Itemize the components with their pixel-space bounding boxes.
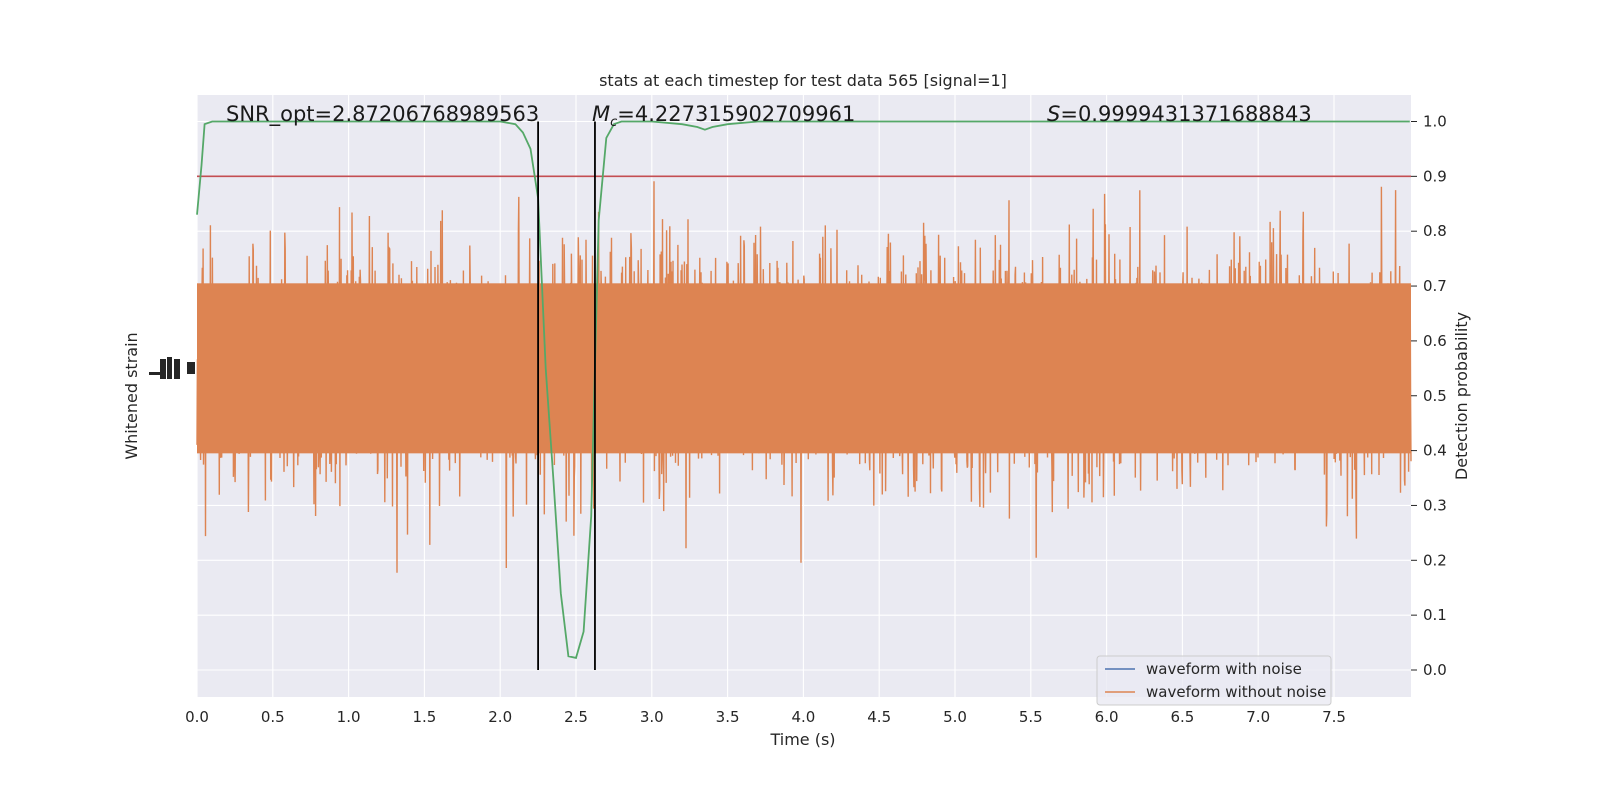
right-tick-label-3: 0.3	[1423, 496, 1447, 514]
x-tick-label-7: 3.5	[716, 708, 740, 726]
x-tick-label-8: 4.0	[791, 708, 815, 726]
x-tick-label-5: 2.5	[564, 708, 588, 726]
x-axis-ticks: 0.0 0.5 1.0 1.5 2.0 2.5 3.0 3.5 4.0 4.5 5.0 5.5 6.0 6…	[185, 708, 1346, 726]
snr-annotation: SNR_opt=2.87206768989563	[226, 102, 539, 127]
right-tick-label-10: 1.0	[1423, 113, 1447, 131]
right-tick-label-1: 0.1	[1423, 606, 1447, 624]
chirp-mass-symbol: M	[592, 102, 610, 126]
s-annotation: S=0.9999431371688843	[1047, 102, 1312, 126]
x-tick-label-9: 4.5	[867, 708, 891, 726]
right-tick-label-8: 0.8	[1423, 222, 1447, 240]
legend: waveform with noise waveform without noi…	[1096, 655, 1332, 706]
left-axis-ticks	[149, 357, 195, 379]
right-tick-label-7: 0.7	[1423, 277, 1447, 295]
chart-title: stats at each timestep for test data 565…	[599, 71, 1007, 90]
x-axis-label: Time (s)	[769, 730, 835, 749]
right-tick-label-4: 0.4	[1423, 442, 1447, 460]
x-tick-label-10: 5.0	[943, 708, 967, 726]
right-tick-label-9: 0.9	[1423, 167, 1447, 185]
x-tick-label-2: 1.0	[337, 708, 361, 726]
x-tick-label-4: 2.0	[488, 708, 512, 726]
right-tick-label-5: 0.5	[1423, 387, 1447, 405]
right-tick-label-0: 0.0	[1423, 661, 1447, 679]
s-value: =0.9999431371688843	[1060, 102, 1311, 126]
x-tick-label-1: 0.5	[261, 708, 285, 726]
merger-markers	[537, 121, 596, 670]
left-tick-glyph-1	[160, 359, 166, 379]
chirp-mass-annotation: Mc=4.227315902709961	[592, 102, 855, 130]
legend-label-noise: waveform with noise	[1146, 660, 1302, 678]
detection-probability-line	[196, 120, 1410, 659]
chirp-mass-value: =4.227315902709961	[617, 102, 855, 126]
strain-series	[196, 181, 1412, 573]
legend-box	[1096, 655, 1332, 706]
left-tick-glyph-3	[174, 359, 180, 379]
x-tick-label-13: 6.5	[1170, 708, 1194, 726]
x-tick-label-12: 6.0	[1095, 708, 1119, 726]
right-tick-label-6: 0.6	[1423, 332, 1447, 350]
left-tick-glyph-2	[167, 357, 172, 379]
x-tick-label-11: 5.5	[1019, 708, 1043, 726]
chirp-mass-subscript: c	[610, 115, 617, 130]
x-tick-label-15: 7.5	[1322, 708, 1346, 726]
s-symbol: S	[1047, 102, 1060, 126]
left-axis-label: Whitened strain	[122, 332, 141, 459]
detection-probability-series	[196, 120, 1410, 659]
strain-band	[197, 283, 1411, 454]
left-tick-glyph-0	[149, 372, 162, 375]
right-axis-label: Detection probability	[1452, 312, 1471, 480]
x-tick-label-3: 1.5	[412, 708, 436, 726]
x-tick-label-6: 3.0	[640, 708, 664, 726]
x-tick-label-14: 7.0	[1246, 708, 1270, 726]
right-tick-label-2: 0.2	[1423, 551, 1447, 569]
left-tick-glyph-4	[187, 362, 195, 374]
legend-label-clean: waveform without noise	[1146, 683, 1326, 701]
x-tick-label-0: 0.0	[185, 708, 209, 726]
right-axis-ticks: 0.0 0.1 0.2 0.3 0.4 0.5 0.6 0.7 0.8 0.9 1.0	[1411, 113, 1447, 679]
